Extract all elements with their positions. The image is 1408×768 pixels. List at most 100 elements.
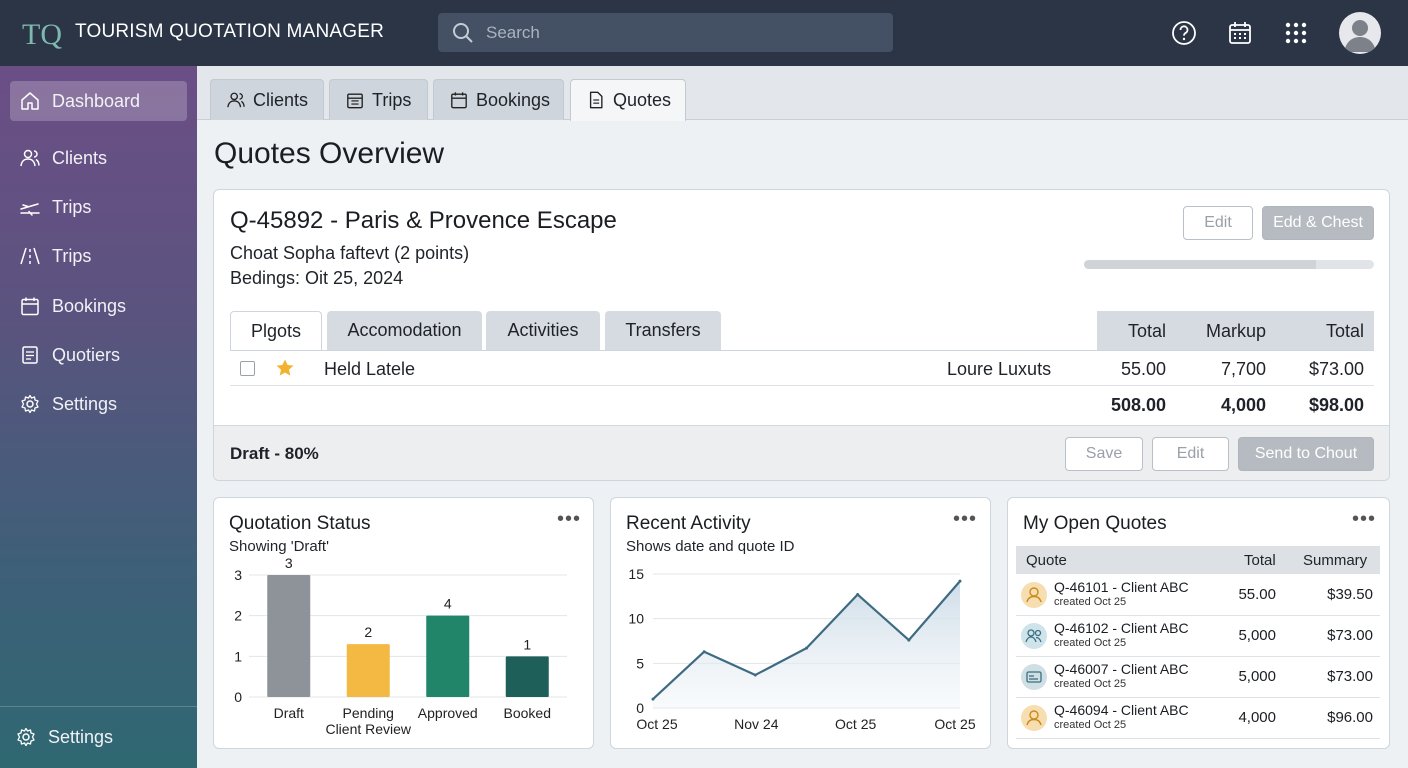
gear-icon [17, 727, 35, 747]
column-header-total: Total [1127, 321, 1166, 341]
bar[interactable] [346, 644, 390, 697]
totals-markup: 4,000 [1220, 395, 1266, 415]
activity-line-chart: 0 5 10 15 Oct 25 Nov 24 Oct 25 Oct 25 [628, 566, 975, 732]
subtab-accommodation[interactable]: Accomodation [327, 311, 482, 350]
sidebar-item-dashboard[interactable]: Dashboard [10, 81, 187, 121]
divider [230, 350, 1374, 351]
search-icon [453, 23, 473, 43]
calendar-icon[interactable] [1227, 20, 1253, 46]
open-quotes-header [1016, 546, 1380, 574]
open-quote-row[interactable]: Q-46007 - Client ABC created Oct 25 5,000 $… [1016, 657, 1380, 698]
sidebar-settings-bottom[interactable]: Settings [6, 717, 183, 757]
data-label: 3 [285, 555, 293, 571]
quote-created-date: created Oct 25 [1054, 719, 1127, 731]
svg-text:TQ: TQ [22, 18, 62, 50]
home-icon [21, 92, 39, 110]
send-button[interactable]: Send to Chout [1238, 437, 1374, 471]
totals-total: 508.00 [1110, 395, 1166, 415]
sidebar-item-label: Trips [52, 197, 92, 217]
search-box[interactable] [438, 13, 893, 52]
tab-clients[interactable]: Clients [210, 79, 324, 120]
subtab-transfers[interactable]: Transfers [605, 311, 721, 350]
save-button[interactable]: Save [1065, 437, 1143, 471]
y-tick-label: 10 [628, 611, 644, 627]
sidebar-item-label: Quotiers [52, 345, 121, 365]
y-tick-label: 3 [234, 567, 242, 583]
sidebar-item-label: Dashboard [52, 91, 141, 111]
calendar-icon [21, 297, 39, 316]
column-header-markup: Markup [1205, 321, 1266, 341]
tab-bookings[interactable]: Bookings [433, 79, 564, 120]
help-icon[interactable] [1171, 20, 1197, 46]
quote-card: Q-45892 - Paris & Provence Escape Choat … [213, 189, 1390, 481]
edit-button-2[interactable]: Edit [1152, 437, 1229, 471]
x-tick-label: Pending [343, 705, 394, 721]
tab-trips[interactable]: Trips [329, 79, 428, 120]
quote-title: Q-45892 - Paris & Provence Escape [230, 207, 617, 234]
data-point [651, 697, 655, 701]
totals-grand-total: $98.00 [1308, 395, 1364, 415]
quote-summary: $96.00 [1327, 709, 1373, 726]
open-quote-row[interactable]: Q-46101 - Client ABC created Oct 25 55.00 $… [1016, 575, 1380, 616]
row-name: Held Latele [324, 359, 416, 379]
panel-title: Quotation Status [229, 513, 371, 534]
bar[interactable] [426, 615, 470, 697]
card-icon [1021, 664, 1047, 690]
quotation-status-panel: Quotation Status Showing 'Draft' ••• 0 1 2… [213, 497, 594, 749]
sidebar-item-trips[interactable]: Trips [10, 187, 187, 227]
y-tick-label: 0 [234, 689, 242, 705]
sidebar-item-quotes[interactable]: Quotiers [10, 335, 187, 375]
subtab-activities[interactable]: Activities [486, 311, 600, 350]
bar[interactable] [267, 575, 311, 697]
open-quotes-panel: My Open Quotes ••• Quote Total Summary Q… [1007, 497, 1390, 749]
user-icon [1021, 705, 1047, 731]
more-options-icon[interactable]: ••• [953, 508, 978, 530]
tab-quotes[interactable]: Quotes [570, 79, 686, 121]
column-header-grand-total: Total [1325, 321, 1364, 341]
panel-title: Recent Activity [626, 513, 751, 534]
sidebar-item-label: Bookings [52, 296, 127, 316]
quote-total: 5,000 [1238, 627, 1276, 644]
row-markup: 7,700 [1220, 359, 1266, 379]
tab-label: Trips [372, 90, 412, 110]
column-header-quote: Quote [1026, 552, 1067, 569]
sidebar-item-trips-2[interactable]: Trips [10, 236, 187, 276]
sidebar-item-clients[interactable]: Clients [10, 138, 187, 178]
more-options-icon[interactable]: ••• [557, 508, 582, 530]
more-options-icon[interactable]: ••• [1352, 508, 1377, 530]
page-title: Quotes Overview [214, 137, 445, 170]
top-bar: TQ TOURISM QUOTATION MANAGER [0, 0, 1408, 66]
column-header-summary: Summary [1303, 552, 1368, 569]
quote-client-line: Choat Sopha faftevt (2 points) [230, 243, 470, 263]
calendar-icon [347, 93, 363, 109]
data-point [958, 579, 962, 583]
open-quote-row[interactable]: Q-46102 - Client ABC created Oct 25 5,000 $… [1016, 616, 1380, 657]
data-label: 2 [364, 624, 372, 640]
quote-summary: $73.00 [1327, 668, 1373, 685]
bar[interactable] [505, 656, 549, 697]
quote-footer: Draft - 80% Save Edit Send to Chout [214, 425, 1389, 480]
user-avatar[interactable] [1339, 12, 1381, 54]
y-tick-label: 1 [234, 648, 242, 664]
y-tick-label: 2 [234, 608, 242, 624]
quote-date-line: Bedings: Oit 25, 2024 [230, 268, 404, 288]
quote-total: 4,000 [1238, 709, 1276, 726]
edit-and-check-button[interactable]: Edd & Chest [1262, 206, 1374, 240]
edit-button[interactable]: Edit [1183, 206, 1253, 240]
star-icon[interactable] [275, 358, 295, 378]
panel-subtitle: Shows date and quote ID [626, 538, 795, 555]
document-icon [22, 346, 38, 364]
row-checkbox[interactable] [240, 361, 255, 376]
tab-label: Bookings [476, 90, 551, 110]
row-category: Loure Luxuts [947, 359, 1052, 379]
data-point [702, 650, 706, 654]
subtab-flights[interactable]: Plgots [230, 311, 322, 351]
gear-icon [21, 394, 39, 414]
search-input[interactable] [486, 21, 876, 45]
apps-grid-icon[interactable] [1283, 20, 1309, 46]
sidebar-item-bookings[interactable]: Bookings [10, 286, 187, 326]
open-quote-row[interactable]: Q-46094 - Client ABC created Oct 25 4,000 $… [1016, 698, 1380, 739]
sidebar-item-settings[interactable]: Settings [10, 384, 187, 424]
x-tick-label: Client Review [325, 721, 411, 737]
